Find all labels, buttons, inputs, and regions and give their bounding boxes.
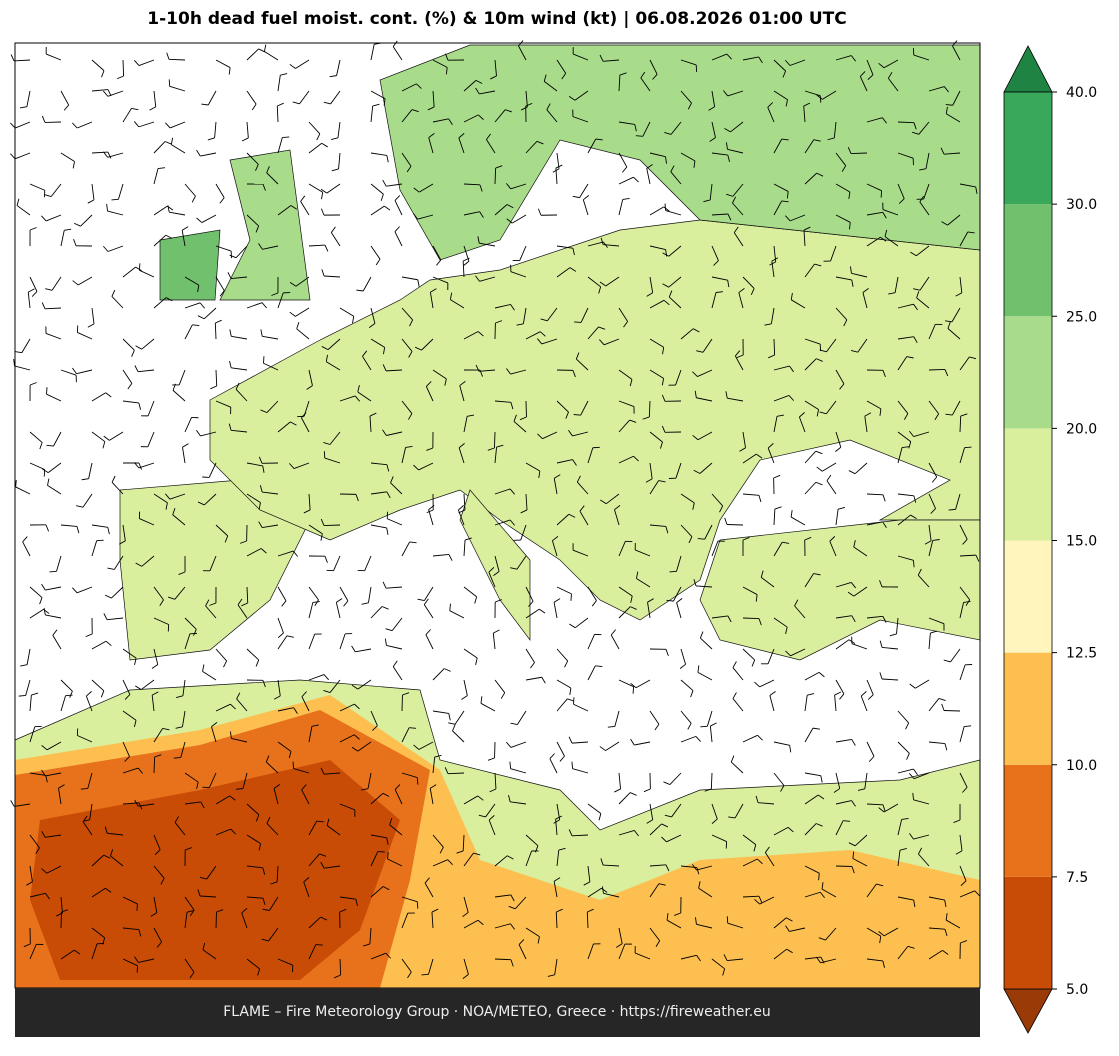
colorbar-tick-label: 5.0 [1066, 982, 1088, 998]
title: 1-10h dead fuel moist. cont. (%) & 10m w… [147, 9, 846, 29]
colorbar-segment [1004, 653, 1052, 765]
colorbar-tick-label: 40.0 [1066, 85, 1097, 101]
barb-flag [670, 571, 677, 572]
barb-flag [137, 904, 138, 911]
barb-flag [571, 594, 572, 601]
colorbar-tick-label: 12.5 [1066, 646, 1097, 662]
barb-flag [388, 852, 389, 859]
land [160, 230, 220, 300]
colorbar-segment [1004, 428, 1052, 540]
barb-flag [11, 55, 14, 61]
colorbar-segment [1004, 92, 1052, 204]
colorbar-segment [1004, 204, 1052, 316]
barb-shaft [743, 618, 759, 619]
barb-shaft [727, 524, 743, 525]
barb-flag [417, 778, 418, 785]
colorbar-segment [1004, 541, 1052, 653]
barb-flag [636, 136, 643, 137]
barb-flag [169, 79, 170, 86]
barb-shaft [851, 153, 867, 154]
barb-flag [49, 571, 56, 572]
barb-shaft [774, 339, 775, 355]
barb-flag [665, 204, 666, 211]
barb-flag [16, 480, 17, 487]
colorbar-tick-label: 15.0 [1066, 534, 1097, 550]
barb-flag [409, 728, 416, 729]
colorbar-tick-label: 10.0 [1066, 758, 1097, 774]
barb-flag [14, 359, 15, 366]
barb-flag [97, 540, 104, 541]
colorbar-segment [1004, 316, 1052, 428]
barb-shaft [944, 710, 960, 711]
barb-flag [843, 821, 850, 822]
barb-shaft [494, 432, 495, 448]
colorbar-segment [1004, 765, 1052, 877]
barb-flag [293, 762, 294, 769]
barb-shaft [836, 866, 852, 867]
colorbar-under [1004, 989, 1052, 1033]
colorbar-tick-label: 30.0 [1066, 197, 1097, 213]
barb-shaft [324, 525, 340, 526]
barb-flag [422, 974, 429, 975]
barb-flag [66, 695, 73, 696]
barb-flag [111, 199, 118, 200]
colorbar-segment [1004, 877, 1052, 989]
barb-flag [11, 800, 14, 806]
barb-flag [10, 154, 15, 159]
barb-flag [949, 509, 956, 510]
barb-shaft [154, 757, 155, 773]
barb-flag [10, 123, 15, 128]
colorbar-tick-label: 20.0 [1066, 421, 1097, 437]
barb-shaft [495, 168, 496, 184]
barb-shaft [123, 60, 124, 76]
barb-flag [417, 902, 418, 909]
barb-flag [700, 726, 707, 727]
barb-flag [574, 322, 581, 323]
colorbar-tick-label: 7.5 [1066, 870, 1088, 886]
colorbar-over [1004, 46, 1052, 92]
footer-text: FLAME – Fire Meteorology Group · NOA/MET… [223, 1004, 771, 1020]
barb-flag [965, 447, 972, 448]
colorbar-tick-label: 25.0 [1066, 309, 1097, 325]
colorbar: 5.0 7.5 10.0 12.5 15.0 20.0 25.0 30.0 40.0 [1004, 46, 1097, 1033]
barb-shaft [929, 369, 945, 370]
map [10, 41, 980, 988]
barb-shaft [169, 59, 185, 60]
